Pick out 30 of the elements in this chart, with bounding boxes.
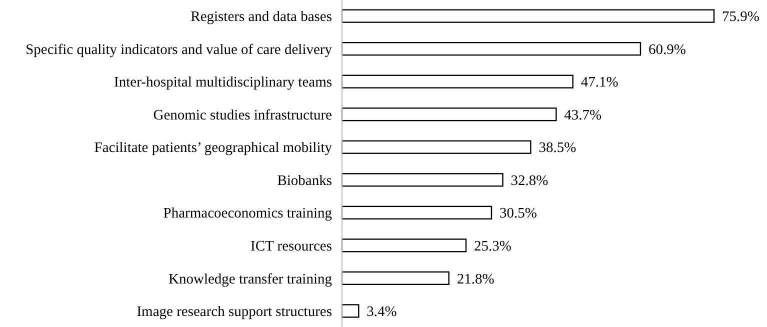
y-tick-label: Pharmacoeconomics training <box>163 206 332 222</box>
y-tick-label: Inter-hospital multidisciplinary teams <box>114 74 332 91</box>
data-label: 60.9% <box>648 42 686 58</box>
bar <box>341 238 467 252</box>
bar <box>341 9 715 23</box>
data-label: 3.4% <box>366 304 397 320</box>
y-tick-label: Facilitate patients’ geographical mobility <box>94 140 333 156</box>
data-label: 43.7% <box>564 107 602 124</box>
bar <box>341 42 642 56</box>
data-label: 47.1% <box>580 74 618 91</box>
y-tick-label: Knowledge transfer training <box>168 271 332 288</box>
bar <box>341 271 450 286</box>
data-label: 32.8% <box>510 172 548 189</box>
bar <box>341 304 360 318</box>
bar <box>341 140 532 154</box>
bar <box>341 108 557 122</box>
data-label: 30.5% <box>499 206 537 222</box>
y-tick-label: Image research support structures <box>136 304 332 320</box>
data-label: 21.8% <box>456 271 494 288</box>
bar <box>341 173 504 187</box>
data-label: 38.5% <box>538 140 576 156</box>
y-tick-label: Registers and data bases <box>190 9 332 26</box>
y-tick-label: Biobanks <box>277 172 332 189</box>
y-tick-label: Genomic studies infrastructure <box>153 107 332 124</box>
data-label: 25.3% <box>474 238 512 254</box>
y-tick-label: Specific quality indicators and value of care delivery <box>26 42 333 58</box>
bar <box>341 206 492 220</box>
y-tick-label: ICT resources <box>250 238 332 254</box>
bar <box>341 74 574 88</box>
data-label: 75.9% <box>722 9 760 26</box>
